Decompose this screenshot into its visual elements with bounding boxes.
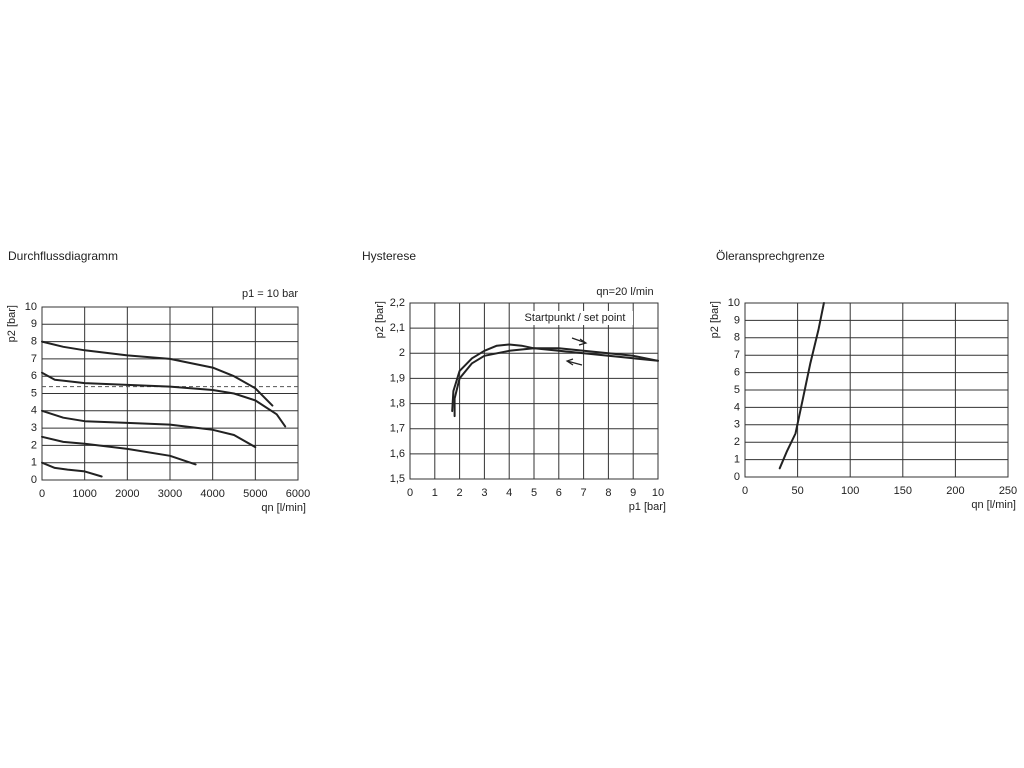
y-tick-label: 2 bbox=[399, 347, 405, 359]
y-tick-label: 1,6 bbox=[390, 448, 405, 460]
x-tick-label: 150 bbox=[894, 485, 912, 497]
x-tick-label: 4000 bbox=[200, 488, 224, 500]
annotation: qn=20 l/min bbox=[596, 286, 653, 298]
x-tick-label: 100 bbox=[841, 485, 859, 497]
y-tick-label: 1,7 bbox=[390, 423, 405, 435]
y-axis-label: p2 [bar] bbox=[709, 301, 721, 338]
x-axis-label: p1 [bar] bbox=[629, 501, 666, 513]
x-tick-label: 50 bbox=[791, 485, 803, 497]
x-tick-label: 10 bbox=[652, 487, 664, 499]
y-tick-label: 5 bbox=[734, 384, 740, 396]
y-axis-label: p2 [bar] bbox=[374, 301, 386, 338]
y-tick-label: 4 bbox=[31, 405, 37, 417]
annotation: p1 = 10 bar bbox=[242, 288, 298, 300]
y-tick-label: 2,2 bbox=[390, 297, 405, 309]
arrow bbox=[571, 337, 588, 346]
x-axis-label: qn [l/min] bbox=[971, 499, 1016, 511]
x-tick-label: 0 bbox=[742, 485, 748, 497]
curve bbox=[41, 435, 197, 466]
y-tick-label: 3 bbox=[31, 422, 37, 434]
x-axis-label: qn [l/min] bbox=[261, 502, 306, 514]
y-tick-label: 1,9 bbox=[390, 372, 405, 384]
x-tick-label: 3 bbox=[481, 487, 487, 499]
y-tick-label: 1,5 bbox=[390, 473, 405, 485]
annotation: Startpunkt / set point bbox=[525, 312, 626, 324]
x-tick-label: 8 bbox=[605, 487, 611, 499]
y-tick-label: 2,1 bbox=[390, 322, 405, 334]
y-tick-label: 10 bbox=[25, 301, 37, 313]
y-tick-label: 0 bbox=[31, 474, 37, 486]
y-tick-label: 8 bbox=[31, 336, 37, 348]
x-tick-label: 1 bbox=[432, 487, 438, 499]
x-tick-label: 250 bbox=[999, 485, 1017, 497]
y-tick-label: 9 bbox=[734, 314, 740, 326]
y-tick-label: 10 bbox=[728, 297, 740, 309]
y-tick-label: 2 bbox=[734, 436, 740, 448]
y-tick-label: 1 bbox=[734, 454, 740, 466]
x-tick-label: 4 bbox=[506, 487, 512, 499]
x-tick-label: 0 bbox=[39, 488, 45, 500]
x-tick-label: 0 bbox=[407, 487, 413, 499]
y-tick-label: 3 bbox=[734, 419, 740, 431]
x-tick-label: 3000 bbox=[158, 488, 182, 500]
y-axis-label: p2 [bar] bbox=[6, 305, 18, 342]
curve bbox=[451, 343, 659, 413]
curve bbox=[41, 371, 287, 428]
curve bbox=[453, 347, 659, 418]
y-tick-label: 1 bbox=[31, 457, 37, 469]
x-tick-label: 5 bbox=[531, 487, 537, 499]
x-tick-label: 6 bbox=[556, 487, 562, 499]
x-tick-label: 200 bbox=[946, 485, 964, 497]
x-tick-label: 9 bbox=[630, 487, 636, 499]
y-tick-label: 7 bbox=[734, 349, 740, 361]
annotation-bg bbox=[517, 311, 633, 325]
curve bbox=[41, 340, 274, 407]
chart-title: Öleransprechgrenze bbox=[716, 249, 825, 263]
arrow bbox=[565, 358, 583, 366]
y-tick-label: 2 bbox=[31, 439, 37, 451]
x-tick-label: 1000 bbox=[72, 488, 96, 500]
chart-title: Durchflussdiagramm bbox=[8, 249, 118, 263]
y-tick-label: 6 bbox=[734, 367, 740, 379]
x-tick-label: 2000 bbox=[115, 488, 139, 500]
x-tick-label: 5000 bbox=[243, 488, 267, 500]
x-tick-label: 2 bbox=[457, 487, 463, 499]
curve bbox=[778, 302, 825, 470]
y-tick-label: 1,8 bbox=[390, 397, 405, 409]
x-tick-label: 6000 bbox=[286, 488, 310, 500]
y-tick-label: 8 bbox=[734, 332, 740, 344]
y-tick-label: 7 bbox=[31, 353, 37, 365]
chart-title: Hysterese bbox=[362, 249, 416, 263]
y-tick-label: 5 bbox=[31, 387, 37, 399]
x-tick-label: 7 bbox=[581, 487, 587, 499]
y-tick-label: 4 bbox=[734, 401, 740, 413]
y-tick-label: 6 bbox=[31, 370, 37, 382]
curve bbox=[41, 461, 103, 478]
curve bbox=[41, 409, 257, 449]
y-tick-label: 0 bbox=[734, 471, 740, 483]
y-tick-label: 9 bbox=[31, 318, 37, 330]
